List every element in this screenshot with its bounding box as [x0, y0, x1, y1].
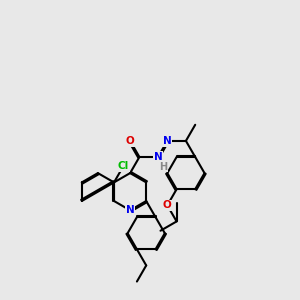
Text: Cl: Cl [118, 161, 129, 171]
Text: N: N [126, 205, 134, 215]
Text: N: N [154, 152, 162, 162]
Text: N: N [163, 136, 172, 146]
Text: O: O [126, 136, 134, 146]
Text: O: O [163, 200, 172, 210]
Text: H: H [160, 162, 168, 172]
